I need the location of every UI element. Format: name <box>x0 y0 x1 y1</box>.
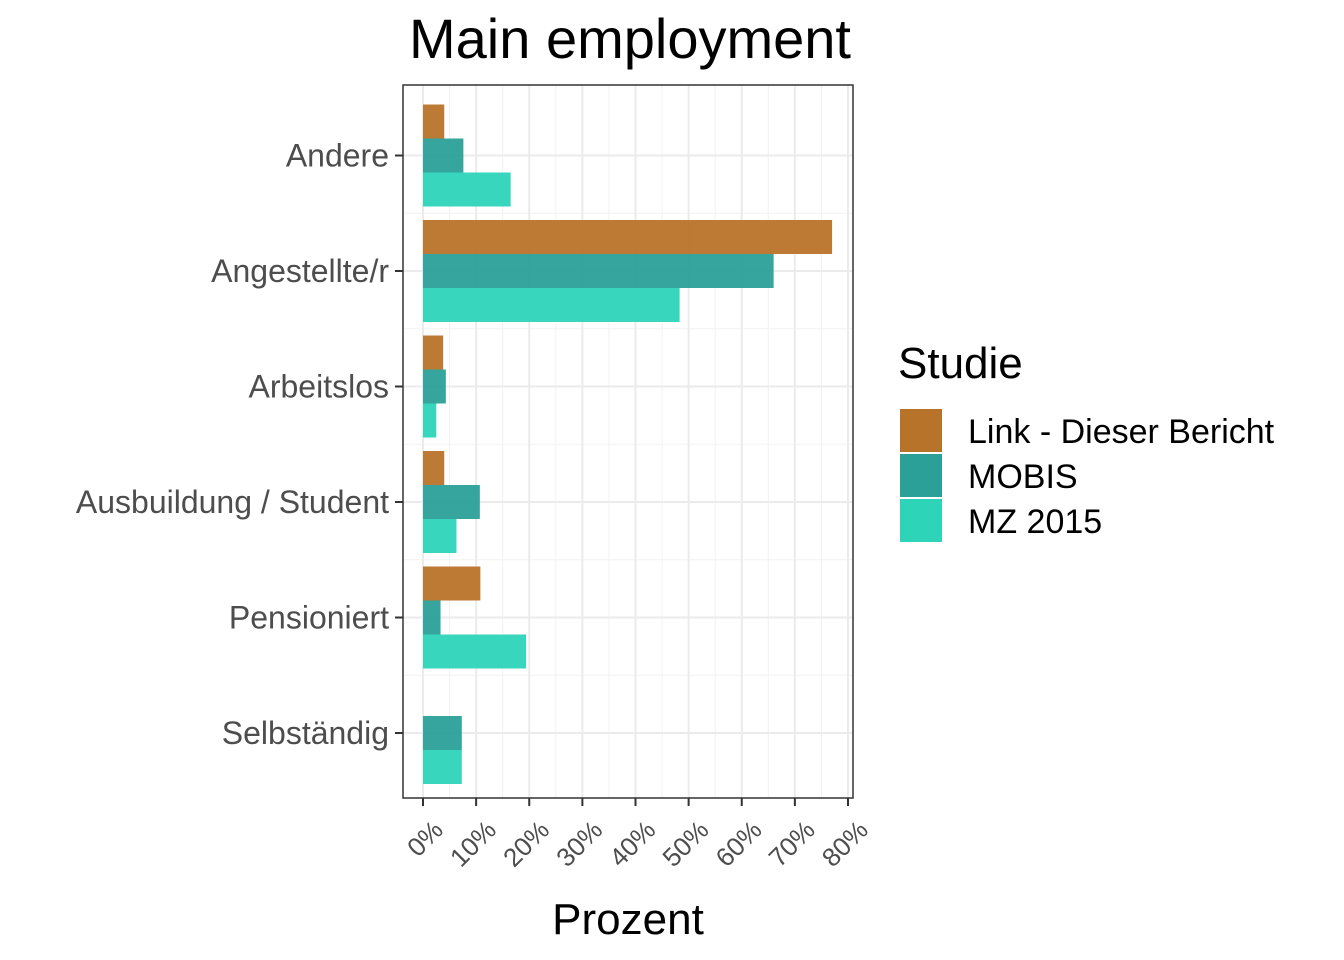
legend-swatch <box>900 454 942 497</box>
x-tick-label: 60% <box>710 815 768 873</box>
y-tick-label: Selbständig <box>222 715 389 751</box>
bar <box>423 220 833 254</box>
chart-title: Main employment <box>409 7 851 70</box>
bar <box>423 288 680 322</box>
legend-label: MZ 2015 <box>968 503 1102 541</box>
plot-panel-border <box>402 84 854 799</box>
x-tick-label: 70% <box>763 815 821 873</box>
x-axis-title: Prozent <box>552 895 704 944</box>
y-axis: Andere Angestellte/r Arbeitslos Ausbuildung… <box>76 138 403 751</box>
bar <box>423 254 774 288</box>
bar <box>423 519 457 553</box>
x-tick-label: 50% <box>656 815 714 873</box>
legend-title: Studie <box>898 339 1023 388</box>
x-tick-label: 20% <box>497 815 555 873</box>
bar <box>423 104 445 139</box>
y-tick-label: Pensioniert <box>229 600 389 636</box>
legend-label: MOBIS <box>968 458 1078 496</box>
bar <box>423 485 480 519</box>
legend-swatch <box>900 409 942 452</box>
legend-label: Link - Dieser Bericht <box>968 413 1275 451</box>
y-tick-label: Arbeitslos <box>249 369 390 405</box>
legend-swatch <box>900 499 942 542</box>
x-tick-label: 30% <box>550 815 608 873</box>
bar <box>423 566 481 601</box>
legend: Studie Link - Dieser Bericht MOBIS MZ 2015 <box>898 339 1275 542</box>
bar <box>423 716 462 750</box>
bar <box>423 172 511 207</box>
grid <box>403 85 853 798</box>
bar <box>423 369 446 404</box>
x-tick-label: 10% <box>444 815 502 873</box>
x-axis: 0%10%20%30%40%50%60%70%80% <box>401 798 874 873</box>
y-tick-label: Angestellte/r <box>211 253 389 289</box>
bar <box>423 138 464 173</box>
bar <box>423 335 444 370</box>
bar <box>423 600 441 635</box>
x-tick-label: 80% <box>816 815 874 873</box>
x-tick-label: 40% <box>603 815 661 873</box>
y-tick-label: Andere <box>286 138 389 174</box>
bars <box>423 104 833 784</box>
bar <box>423 451 445 485</box>
bar <box>423 750 462 784</box>
bar <box>423 634 527 669</box>
y-tick-label: Ausbuildung / Student <box>76 484 389 520</box>
x-tick-label: 0% <box>401 815 449 863</box>
bar <box>423 403 437 438</box>
